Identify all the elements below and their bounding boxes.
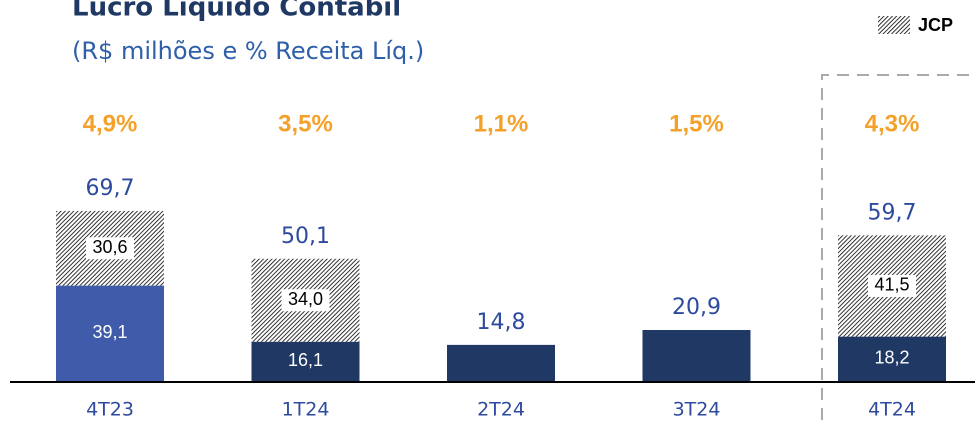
x-tick-label: 4T24 — [868, 399, 916, 421]
x-tick-label: 3T24 — [673, 399, 721, 421]
total-label: 59,7 — [868, 200, 917, 225]
bar-segment — [251, 341, 360, 381]
margin-label: 3,5% — [278, 110, 333, 137]
bar-segment — [838, 336, 946, 381]
label-bg — [868, 274, 916, 297]
segment-label: 41,5 — [874, 275, 909, 295]
total-label: 50,1 — [281, 224, 330, 249]
margin-label: 1,1% — [474, 110, 529, 137]
segment-label: 16,1 — [288, 350, 323, 370]
segment-label: 39,1 — [92, 322, 127, 342]
margin-label: 1,5% — [669, 110, 724, 137]
legend-swatch — [878, 16, 910, 34]
total-label: 14,8 — [477, 310, 526, 335]
chart-subtitle: (R$ milhões e % Receita Líq.) — [72, 37, 424, 65]
margin-label: 4,9% — [83, 110, 138, 137]
bar-segment — [56, 285, 164, 381]
segment-label: 34,0 — [288, 289, 323, 309]
segment-label: 30,6 — [92, 237, 127, 257]
x-tick-label: 4T23 — [86, 399, 134, 421]
x-tick-label: 2T24 — [477, 399, 525, 421]
chart-title: Lucro Líquido Contábil — [72, 0, 401, 23]
x-tick-label: 1T24 — [282, 399, 330, 421]
margin-label: 4,3% — [865, 110, 920, 137]
label-bg — [281, 289, 330, 312]
label-bg — [86, 237, 134, 260]
total-label: 69,7 — [86, 176, 135, 201]
highlight-box — [821, 74, 975, 420]
segment-label: 18,2 — [874, 348, 909, 368]
bar-segment — [447, 344, 555, 381]
total-label: 20,9 — [672, 295, 721, 320]
legend-label: JCP — [918, 15, 953, 35]
bar-segment — [642, 330, 751, 381]
